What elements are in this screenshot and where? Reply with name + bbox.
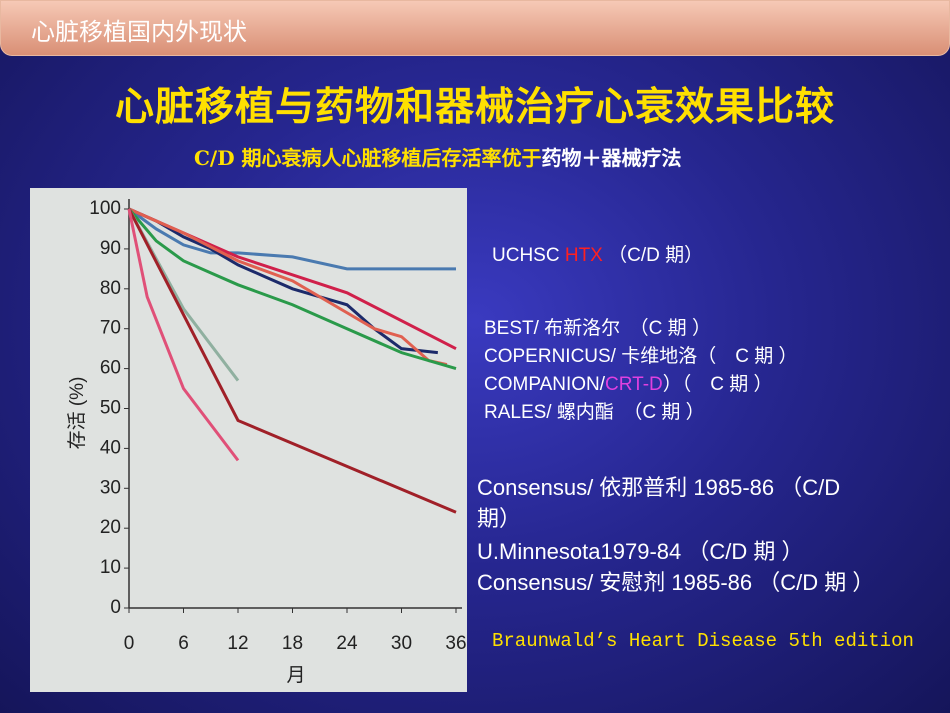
annotation-part: ）（ C 期 ） (662, 374, 773, 395)
annotation-part: CRT-D (605, 374, 663, 395)
annotation-part: Consensus/ 依那普利 1985-86 （C/D (477, 475, 841, 500)
annotation: U.Minnesota1979-84 （C/D 期 ） (477, 534, 803, 566)
x-tick-label: 24 (336, 633, 358, 654)
x-tick-label: 36 (445, 633, 466, 654)
y-tick-label: 50 (100, 398, 121, 419)
series-line (128, 207, 448, 367)
x-tick-label: 6 (178, 633, 189, 654)
y-tick-label: 90 (100, 238, 121, 259)
y-tick-label: 30 (100, 477, 121, 498)
x-tick-label: 12 (227, 633, 248, 654)
annotation: COPERNICUS/ 卡维地洛（ C 期 ） (484, 341, 798, 368)
annotation-part: COPERNICUS/ 卡维地洛（ C 期 ） (484, 346, 798, 367)
citation: Braunwald’s Heart Disease 5th edition (492, 630, 914, 652)
annotation: 期） (477, 501, 521, 533)
slide-title: 心脏移植与药物和器械治疗心衰效果比较 (114, 85, 835, 130)
x-tick-label: 0 (124, 633, 135, 654)
series-line (127, 208, 240, 462)
subtitle-part: C/D 期心衰病人心脏移植后存活率优于 (194, 146, 542, 170)
series-line (128, 207, 438, 355)
y-tick-label: 0 (110, 597, 121, 618)
annotation: Consensus/ 安慰剂 1985-86 （C/D 期 ） (477, 565, 874, 597)
series-line (127, 208, 457, 514)
x-tick-label: 30 (391, 633, 412, 654)
annotation: Consensus/ 依那普利 1985-86 （C/D (477, 470, 840, 502)
y-tick-label: 70 (100, 318, 121, 339)
y-tick-label: 80 (100, 278, 121, 299)
annotation-part: HTX (564, 245, 603, 266)
annotation-part: COMPANION/ (484, 374, 606, 395)
annotation-part: UCHSC (492, 245, 565, 266)
annotation: BEST/ 布新洛尔 （C 期 ） (484, 313, 711, 340)
y-tick-label: 40 (100, 437, 121, 458)
annotation: COMPANION/CRT-D）（ C 期 ） (484, 369, 773, 396)
annotation-part: Consensus/ 安慰剂 1985-86 （C/D 期 ） (477, 570, 875, 595)
subtitle-part: 药物＋器械疗法 (541, 146, 682, 170)
y-tick-label: 10 (100, 557, 121, 578)
chart: 存活 (%) 月 0 10 20 30 40 50 60 70 80 90 100 0 6 12 18 24 3… (30, 188, 467, 692)
y-tick-label: 60 (100, 358, 121, 379)
x-tick-label: 18 (282, 633, 303, 654)
annotation: RALES/ 螺内酯 （C 期 ） (484, 397, 705, 424)
header-bar: 心脏移植国内外现状 (0, 0, 950, 56)
annotation-part: （C/D 期） (602, 245, 704, 266)
y-tick-label: 20 (100, 517, 121, 538)
y-tick-label: 100 (89, 198, 121, 219)
annotation-part: RALES/ 螺内酯 （C 期 ） (484, 402, 705, 423)
header-title: 心脏移植国内外现状 (31, 18, 247, 46)
annotation-part: U.Minnesota1979-84 （C/D 期 ） (477, 539, 804, 564)
annotation-part: 期） (477, 506, 522, 531)
series-line (128, 207, 456, 271)
y-axis-label: 存活 (%) (66, 377, 88, 450)
series-line (127, 208, 457, 371)
x-axis-label: 月 (286, 665, 305, 686)
annotation-part: BEST/ 布新洛尔 （C 期 ） (484, 318, 711, 339)
annotation: UCHSC HTX （C/D 期） (492, 240, 703, 267)
subtitle: C/D 期心衰病人心脏移植后存活率优于药物＋器械疗法 (194, 142, 682, 171)
